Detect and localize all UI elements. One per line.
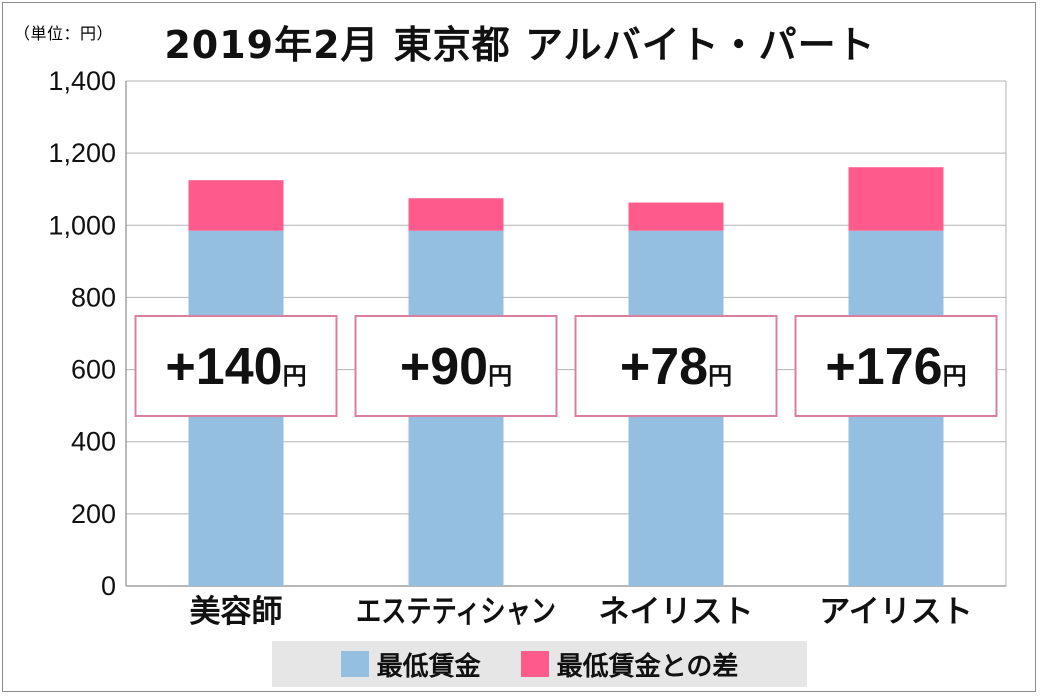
y-tick-label: 400: [71, 427, 116, 457]
bar-difference: [628, 202, 724, 231]
difference-annotation-box: [354, 315, 558, 417]
difference-annotation-label: +90円: [400, 338, 512, 396]
difference-annotation-box: [134, 315, 338, 417]
y-tick-label: 600: [71, 355, 116, 385]
y-tick-label: 1,200: [48, 138, 116, 168]
x-category-label: アイリスト: [819, 594, 972, 630]
difference-annotation-box: [794, 315, 998, 417]
x-category-label: ネイリスト: [599, 594, 754, 630]
legend-swatch-difference: [520, 651, 549, 677]
y-tick-label: 1,400: [48, 66, 116, 96]
bar-difference: [848, 167, 944, 231]
difference-annotation-label: +176円: [825, 338, 966, 396]
y-tick-label: 200: [71, 499, 116, 529]
difference-annotation-label: +140円: [165, 338, 306, 396]
y-tick-label: 1,000: [48, 210, 116, 240]
difference-annotation-label: +78円: [620, 338, 732, 396]
bar-difference: [408, 198, 504, 231]
legend: 最低賃金 最低賃金との差: [272, 641, 807, 687]
difference-annotation-box: [574, 315, 778, 417]
unit-label: （単位：円）: [14, 24, 114, 43]
x-category-label: エステティシャン: [356, 594, 556, 630]
y-tick-label: 800: [71, 282, 116, 312]
x-category-label: 美容師: [190, 594, 283, 630]
bar-difference: [188, 180, 284, 231]
y-tick-label: 0: [101, 571, 116, 601]
legend-label-difference: 最低賃金との差: [556, 651, 739, 682]
legend-item-difference: 最低賃金との差: [520, 646, 739, 683]
legend-item-min-wage: 最低賃金: [340, 646, 481, 683]
legend-label-min-wage: 最低賃金: [376, 651, 481, 682]
chart-title: 2019年2月 東京都 アルバイト・パート: [164, 23, 876, 67]
legend-swatch-min-wage: [340, 651, 369, 677]
